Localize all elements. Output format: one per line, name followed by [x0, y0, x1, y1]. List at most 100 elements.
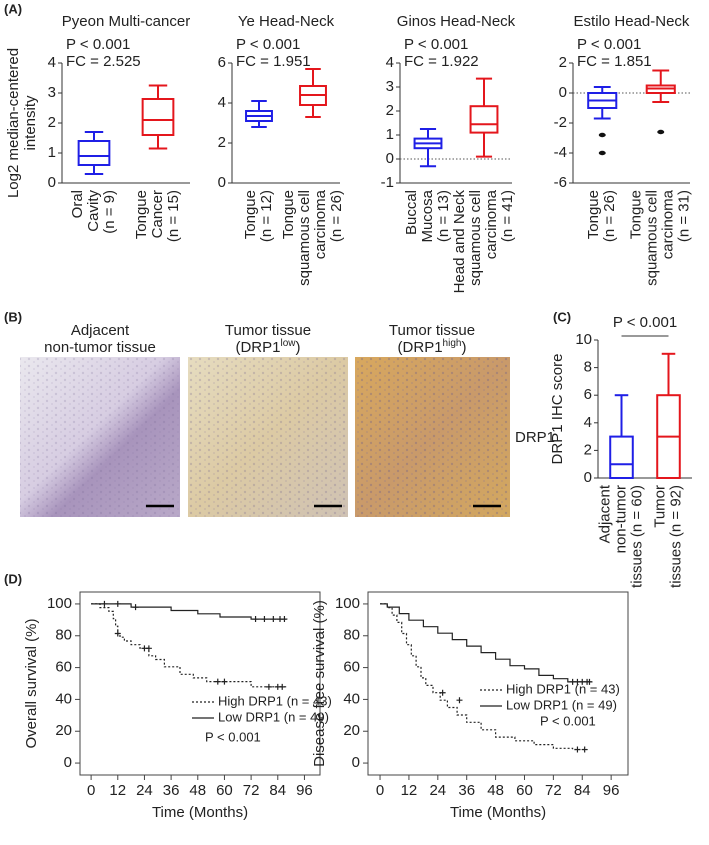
chart-title: Pyeon Multi-cancer	[62, 13, 190, 30]
annotation: P < 0.001	[577, 36, 641, 53]
y-tick-label: -4	[554, 144, 567, 161]
censor-mark	[456, 697, 463, 704]
x-tick-label: 12	[401, 782, 418, 799]
y-tick-label: 2	[218, 134, 226, 151]
y-tick-label: 6	[218, 54, 226, 71]
x-tick-label: tissues (n = 60)	[628, 485, 645, 588]
censor-mark	[279, 683, 286, 690]
panel-label: (B)	[4, 309, 22, 324]
y-tick-label: 80	[55, 627, 72, 644]
annotation: P < 0.001	[205, 729, 261, 744]
y-tick-label: 0	[352, 754, 360, 771]
y-tick-label: 2	[386, 102, 394, 119]
legend-label: High DRP1 (n = 43)	[218, 693, 332, 708]
x-tick-label: 60	[216, 782, 233, 799]
x-tick-label: Oral	[69, 190, 86, 218]
x-tick-label: (n = 13)	[435, 190, 452, 242]
caption-part: )	[296, 339, 301, 356]
survival-curve	[380, 603, 588, 751]
x-tick-label: Tumor	[651, 485, 668, 528]
censor-mark	[214, 678, 221, 685]
ihc-texture	[355, 357, 510, 517]
annotation: P < 0.001	[236, 36, 300, 53]
x-axis-label: Time (Months)	[152, 804, 248, 821]
ihc-texture	[188, 357, 348, 517]
y-tick-label: 4	[386, 54, 394, 71]
caption-part: )	[461, 339, 466, 356]
x-tick-label: 72	[545, 782, 562, 799]
x-tick-label: 36	[163, 782, 180, 799]
y-tick-label: -1	[381, 174, 394, 191]
x-tick-label: Adjacent	[596, 484, 613, 543]
y-tick-label: 3	[386, 78, 394, 95]
y-tick-label: 4	[218, 94, 226, 111]
x-tick-label: Tongue	[585, 190, 602, 239]
box	[469, 105, 499, 134]
caption-sup: low	[281, 338, 297, 349]
outlier	[657, 129, 665, 135]
caption-part: (DRP1	[235, 339, 280, 356]
y-tick-label: 0	[64, 754, 72, 771]
x-tick-label: 60	[516, 782, 533, 799]
x-tick-label: Cavity	[85, 190, 102, 232]
y-axis-label: Disease free survival (%)	[311, 600, 328, 767]
annotation: FC = 1.951	[236, 53, 311, 70]
x-tick-label: 84	[574, 782, 591, 799]
y-tick-label: 0	[48, 174, 56, 191]
legend-label: Low DRP1 (n = 49)	[218, 709, 329, 724]
y-tick-label: 20	[343, 722, 360, 739]
ihc-caption: Tumor tissue	[389, 322, 475, 339]
plot-frame	[367, 591, 629, 776]
censor-mark	[132, 604, 139, 611]
x-tick-label: squamous cell	[467, 190, 484, 286]
y-axis-label: intensity	[22, 95, 39, 151]
censor-mark	[265, 683, 272, 690]
x-tick-label: (n = 12)	[258, 190, 275, 242]
y-tick-label: 10	[575, 331, 592, 348]
ihc-marker: DRP1	[515, 429, 555, 446]
censor-mark	[261, 616, 268, 623]
legend-label: Low DRP1 (n = 49)	[506, 697, 617, 712]
ihc-caption: (DRP1low)	[235, 338, 300, 356]
ihc-texture	[20, 357, 180, 517]
censor-mark	[270, 616, 277, 623]
censor-mark	[581, 746, 588, 753]
y-tick-label: 0	[559, 84, 567, 101]
y-tick-label: -2	[554, 114, 567, 131]
x-tick-label: (n = 41)	[499, 190, 516, 242]
x-tick-label: non-tumor	[612, 485, 629, 553]
annotation: P < 0.001	[66, 36, 130, 53]
y-axis-label: Overall survival (%)	[23, 618, 40, 748]
caption-sup: high	[443, 338, 462, 349]
y-tick-label: 100	[47, 595, 72, 612]
x-tick-label: tissues (n = 92)	[667, 485, 684, 588]
x-tick-label: carcinoma	[483, 189, 500, 259]
y-tick-label: 40	[343, 690, 360, 707]
y-axis-label: DRP1 IHC score	[549, 354, 566, 465]
survival-curve	[91, 603, 287, 688]
y-tick-label: 8	[584, 359, 592, 376]
chart-title: Estilo Head-Neck	[574, 13, 690, 30]
y-tick-label: 4	[584, 414, 592, 431]
y-tick-label: -6	[554, 174, 567, 191]
x-tick-label: Tongue	[628, 190, 645, 239]
y-tick-label: 0	[584, 469, 592, 486]
y-tick-label: 3	[48, 84, 56, 101]
x-tick-label: 0	[376, 782, 384, 799]
annotation: P < 0.001	[404, 36, 468, 53]
ihc-caption: Tumor tissue	[225, 322, 311, 339]
x-tick-label: 36	[458, 782, 475, 799]
x-tick-label: 72	[243, 782, 260, 799]
y-axis-label: Log2 median-centered	[5, 48, 22, 198]
x-tick-label: 12	[109, 782, 126, 799]
x-tick-label: 48	[189, 782, 206, 799]
censor-mark	[114, 600, 121, 607]
x-tick-label: (n = 31)	[676, 190, 693, 242]
x-tick-label: 48	[487, 782, 504, 799]
censor-mark	[114, 630, 121, 637]
box	[77, 140, 111, 166]
y-tick-label: 2	[48, 114, 56, 131]
x-tick-label: (n = 26)	[328, 190, 345, 242]
